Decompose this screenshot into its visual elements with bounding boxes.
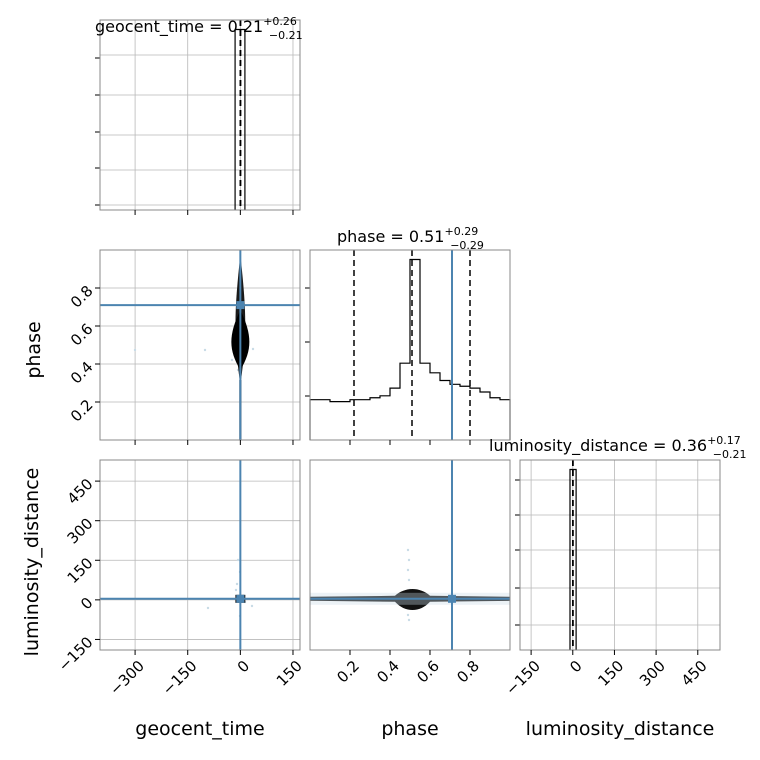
truth-marker <box>236 594 245 603</box>
ylabel-luminosity-distance: luminosity_distance <box>21 468 43 657</box>
sample-point <box>250 604 254 608</box>
sample-point <box>203 348 207 352</box>
x-tick-label: 150 <box>594 657 627 690</box>
sample-point <box>235 582 239 586</box>
histogram-phase <box>309 258 511 440</box>
title-phase: phase = 0.51+0.29 −0.29 <box>337 225 484 252</box>
y-tick-label: 0 <box>77 594 96 613</box>
panel-frame <box>309 459 511 651</box>
x-tick-label: 0.8 <box>453 657 483 687</box>
x-tick-label: −150 <box>159 657 201 699</box>
sample-point <box>406 548 410 552</box>
xlabel-luminosity-distance: luminosity_distance <box>526 718 715 740</box>
x-tick-label: 300 <box>636 657 669 690</box>
panel-background <box>100 250 300 440</box>
panel-background <box>100 460 300 650</box>
panel-frame <box>99 249 301 441</box>
panel-background <box>520 460 720 650</box>
title-geocent-time: geocent_time = 0.21+0.26 −0.21 <box>95 15 303 42</box>
x-tick-label: 450 <box>678 657 711 690</box>
sample-point <box>407 558 411 562</box>
title-luminosity-distance: luminosity_distance = 0.36+0.17 −0.21 <box>489 434 747 461</box>
sample-point <box>133 348 137 352</box>
sample-point <box>407 618 411 622</box>
y-tick-label: 0.2 <box>67 396 97 426</box>
x-tick-label: 150 <box>273 657 306 690</box>
panel-frame <box>519 459 721 651</box>
y-tick-label: −150 <box>55 633 97 675</box>
y-tick-label: 0.8 <box>67 282 97 312</box>
y-tick-label: 300 <box>64 515 97 548</box>
sample-point <box>406 613 410 617</box>
y-tick-label: 450 <box>64 475 97 508</box>
panel-frame <box>99 459 301 651</box>
x-tick-label: 0.4 <box>373 657 403 687</box>
panel-background <box>310 460 510 650</box>
y-tick-label: 0.4 <box>67 358 97 388</box>
truth-marker <box>448 594 456 603</box>
x-tick-label: 0.6 <box>413 657 443 687</box>
xlabel-phase: phase <box>381 718 438 740</box>
x-tick-label: −150 <box>502 657 544 699</box>
sample-point <box>234 588 238 592</box>
panel-frame <box>309 249 511 441</box>
xlabel-geocent-time: geocent_time <box>135 718 264 740</box>
sample-point <box>406 568 410 572</box>
x-tick-label: 0 <box>566 657 585 676</box>
panel-frame <box>99 19 301 211</box>
panel-background <box>100 20 300 210</box>
sample-point <box>206 606 210 610</box>
x-tick-label: −300 <box>106 657 148 699</box>
sample-point <box>230 358 234 362</box>
y-tick-label: 150 <box>64 554 97 587</box>
histogram-geocent_time <box>234 28 246 210</box>
sample-point <box>251 347 255 351</box>
sample-point <box>236 558 240 562</box>
y-tick-label: 0.6 <box>67 320 97 350</box>
x-tick-label: 0 <box>234 657 253 676</box>
histogram-luminosity_distance <box>569 468 577 650</box>
x-tick-label: 0.2 <box>333 657 363 687</box>
ylabel-phase: phase <box>23 321 45 378</box>
truth-marker <box>236 301 245 310</box>
sample-point <box>407 578 411 582</box>
